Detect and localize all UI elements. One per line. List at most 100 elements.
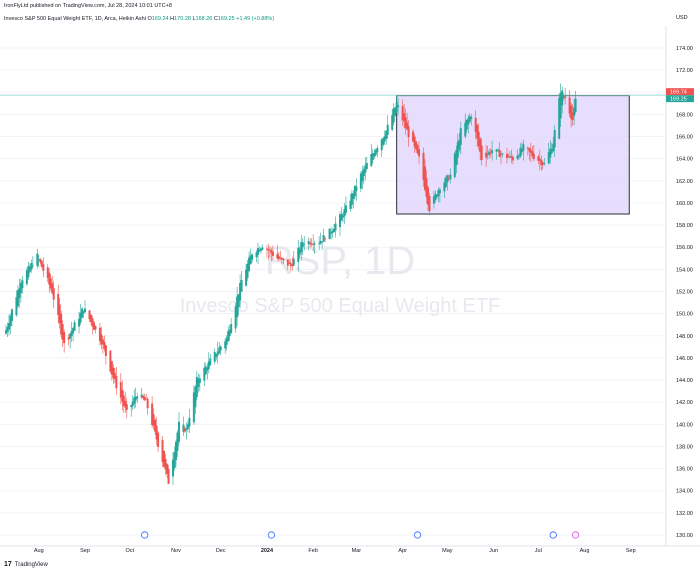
candle xyxy=(558,97,561,139)
candle xyxy=(312,243,315,245)
candle xyxy=(526,147,529,149)
candle xyxy=(404,117,407,128)
candle xyxy=(541,162,544,165)
candle xyxy=(291,264,294,267)
candle xyxy=(30,263,33,270)
last-price-badge-top xyxy=(666,88,694,96)
candle xyxy=(122,395,125,406)
candle xyxy=(113,373,116,380)
candle xyxy=(166,464,169,474)
candle xyxy=(15,297,18,316)
y-tick-label: 132.00 xyxy=(676,511,693,517)
candle xyxy=(330,232,333,234)
high-label: H xyxy=(170,16,175,22)
candle xyxy=(88,310,91,320)
candle xyxy=(529,149,532,153)
candle xyxy=(155,425,158,440)
candle xyxy=(423,166,426,190)
candle xyxy=(194,386,197,408)
candle xyxy=(376,147,379,153)
candle xyxy=(182,424,185,432)
candle xyxy=(395,102,398,112)
x-tick-label: May xyxy=(442,548,453,554)
candle xyxy=(176,432,179,451)
dividend-marker-icon xyxy=(549,531,557,539)
candle xyxy=(92,322,95,330)
x-tick-label: Oct xyxy=(125,548,134,554)
candle xyxy=(464,122,467,137)
tradingview-logo-icon: 17 xyxy=(4,561,12,568)
candle xyxy=(239,282,242,301)
candle xyxy=(350,193,353,205)
candle xyxy=(186,424,189,430)
candle xyxy=(245,269,248,286)
candle xyxy=(449,174,452,180)
candle xyxy=(79,312,82,323)
candle xyxy=(134,396,137,401)
candle xyxy=(265,248,268,250)
candle xyxy=(246,263,249,278)
candle xyxy=(48,272,51,285)
candle xyxy=(225,337,228,345)
candle xyxy=(553,130,556,148)
y-tick-label: 154.00 xyxy=(676,267,693,273)
candle xyxy=(136,396,139,399)
candle xyxy=(352,193,355,200)
candle xyxy=(31,265,34,267)
candle xyxy=(280,257,283,260)
candle xyxy=(443,182,446,192)
low-label: L xyxy=(192,16,196,22)
candle xyxy=(353,185,356,197)
candle xyxy=(133,397,136,404)
candle xyxy=(562,95,565,99)
candle xyxy=(131,401,134,407)
candle xyxy=(561,90,564,106)
y-tick-label: 136.00 xyxy=(676,467,693,473)
candle xyxy=(140,394,143,398)
candle xyxy=(188,417,191,427)
candle xyxy=(185,428,188,430)
candle xyxy=(73,322,76,331)
candle xyxy=(259,248,262,251)
candle xyxy=(279,257,282,259)
x-tick-label: Dec xyxy=(216,548,226,554)
candle xyxy=(219,346,222,351)
candle xyxy=(237,294,240,307)
candle xyxy=(507,156,510,158)
candle xyxy=(72,327,75,334)
candle xyxy=(49,278,52,289)
candle xyxy=(438,189,441,194)
candle xyxy=(130,405,133,408)
candle xyxy=(373,153,376,157)
candle xyxy=(385,130,388,139)
instrument-title: Invesco S&P 500 Equal Weight ETF, 1D, Ar… xyxy=(4,16,146,22)
candle xyxy=(115,376,118,389)
open-label: O xyxy=(147,16,152,22)
candle xyxy=(465,119,468,130)
candle xyxy=(209,358,212,366)
candle xyxy=(444,177,447,187)
candle xyxy=(104,345,107,356)
candle xyxy=(37,258,40,260)
candle xyxy=(124,400,127,408)
candle xyxy=(94,326,97,330)
candle xyxy=(349,200,352,210)
candle xyxy=(333,228,336,233)
candle xyxy=(361,171,364,182)
candle xyxy=(183,428,186,432)
candle xyxy=(58,304,61,324)
candle xyxy=(508,155,511,157)
candle xyxy=(258,249,261,252)
candle xyxy=(121,389,124,402)
candle xyxy=(435,195,438,198)
candle xyxy=(480,145,483,161)
candle xyxy=(371,153,374,161)
y-tick-label: 130.00 xyxy=(676,533,693,539)
candle xyxy=(309,242,312,245)
candle xyxy=(477,131,480,146)
candle xyxy=(103,341,106,349)
candle xyxy=(289,263,292,267)
candle xyxy=(204,366,207,375)
candle xyxy=(362,169,365,177)
